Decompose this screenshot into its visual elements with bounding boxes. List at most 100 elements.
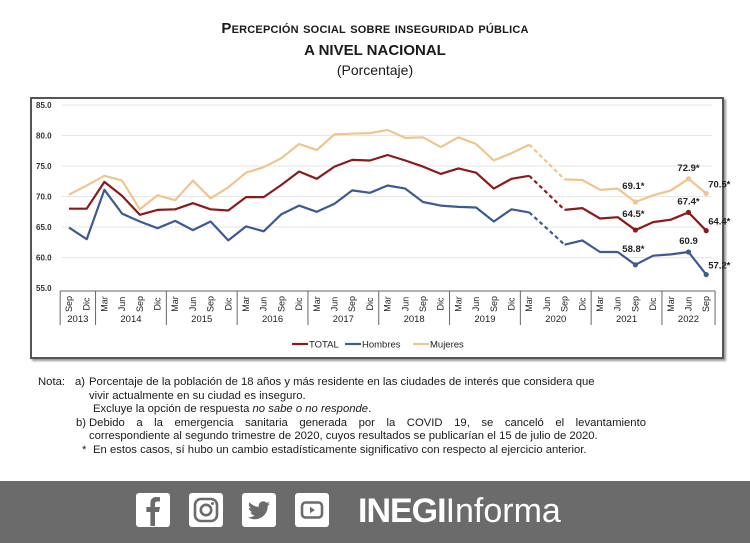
y-tick-label: 70.0 — [36, 193, 52, 202]
x-year-label: 2018 — [404, 314, 425, 325]
x-tick-label: Jun — [117, 297, 127, 312]
data-point-hombres — [685, 249, 692, 255]
x-tick-label: Jun — [542, 297, 552, 312]
x-tick-label: Mar — [666, 296, 676, 312]
x-tick-label: Sep — [206, 296, 216, 312]
note-star-label: * — [82, 443, 87, 456]
x-tick-label: Jun — [613, 297, 623, 312]
x-tick-label: Sep — [489, 296, 499, 312]
x-tick-label: Sep — [64, 296, 74, 312]
x-tick-label: Sep — [418, 296, 428, 312]
x-year-label: 2016 — [262, 314, 283, 325]
footer-bar: INEGIInforma — [0, 481, 750, 543]
y-tick-label: 65.0 — [36, 223, 52, 232]
x-tick-label: Jun — [259, 297, 269, 312]
x-year-label: 2019 — [474, 314, 495, 325]
note-a-line2: vivir actualmente en su ciudad es insegu… — [89, 389, 306, 402]
x-tick-label: Mar — [99, 296, 109, 312]
note-a-line3: Excluye la opción de respuesta no sabe o… — [93, 403, 372, 416]
y-tick-label: 80.0 — [36, 132, 52, 141]
x-year-label: 2022 — [678, 314, 699, 325]
note-b-line2: correspondiente al segundo trimestre de … — [89, 430, 598, 443]
notes: Nota: a) Porcentaje de la población de 1… — [38, 376, 688, 458]
x-tick-label: Jun — [330, 297, 340, 312]
x-tick-label: Sep — [347, 296, 357, 312]
twitter-icon[interactable] — [242, 493, 276, 527]
y-tick-label: 75.0 — [36, 162, 52, 171]
x-tick-label: Mar — [595, 296, 605, 312]
series-gap-total — [528, 174, 566, 211]
x-tick-label: Dic — [648, 297, 658, 310]
data-label: 64.4* — [708, 217, 730, 228]
x-year-label: 2015 — [191, 314, 212, 325]
x-tick-label: Sep — [276, 296, 286, 312]
data-label: 70.5* — [708, 179, 730, 190]
youtube-icon[interactable] — [295, 493, 329, 527]
chart-frame — [30, 97, 724, 359]
legend-label-total: TOTAL — [309, 340, 339, 351]
note-a-line1: Porcentaje de la población de 18 años y … — [89, 376, 595, 388]
data-point-total — [632, 227, 639, 233]
data-point-total — [703, 228, 709, 234]
legend-label-hombres: Hombres — [362, 340, 401, 351]
x-tick-label: Jun — [684, 297, 694, 312]
x-tick-label: Dic — [153, 297, 163, 310]
data-label: 72.9* — [677, 163, 699, 174]
data-label: 69.1* — [622, 181, 644, 192]
x-tick-label: Sep — [630, 296, 640, 312]
x-tick-label: Jun — [188, 297, 198, 312]
legend-label-mujeres: Mujeres — [430, 340, 464, 351]
series-line-hombres — [68, 184, 530, 242]
x-tick-label: Mar — [312, 296, 322, 312]
data-point-hombres — [632, 262, 639, 268]
data-label: 64.5* — [622, 209, 644, 220]
line-chart: 55.0 60.0 65.0 70.0 75.0 80.0 85.0 Sep Dic Mar Ju… — [36, 101, 731, 351]
series-line-mujeres — [68, 128, 530, 211]
x-tick-label: Mar — [170, 296, 180, 312]
instagram-icon[interactable] — [189, 493, 223, 527]
x-tick-label: Dic — [577, 297, 587, 310]
y-tick-label: 55.0 — [36, 284, 52, 293]
series-gap-mujeres — [528, 143, 566, 181]
series-line-total — [69, 153, 530, 216]
note-star-line: En estos casos, sí hubo un cambio estadí… — [93, 443, 587, 456]
x-year-label: 2017 — [333, 314, 354, 325]
inegi-informa-logo: INEGIInforma — [358, 492, 561, 530]
x-tick-label: Mar — [453, 296, 463, 312]
data-label: 60.9 — [679, 236, 698, 247]
notes-prefix: Nota: — [38, 376, 66, 388]
chart-title-line2: A NIVEL NACIONAL — [304, 42, 446, 59]
x-tick-label: Jun — [471, 297, 481, 312]
data-label: 67.4* — [677, 196, 699, 207]
x-tick-label: Sep — [135, 296, 145, 312]
x-year-label: 2020 — [545, 314, 566, 325]
data-point-total — [685, 209, 692, 215]
x-tick-label: Dic — [365, 297, 375, 310]
data-point-mujeres — [685, 176, 692, 182]
x-tick-label: Mar — [524, 296, 534, 312]
x-tick-label: Sep — [701, 296, 711, 312]
x-year-label: 2013 — [67, 314, 88, 325]
x-tick-label: Dic — [223, 297, 233, 310]
x-year-label: 2021 — [616, 314, 637, 325]
x-tick-label: Dic — [507, 297, 517, 310]
data-label: 57.2* — [708, 261, 730, 272]
x-tick-label: Dic — [294, 297, 304, 310]
x-tick-label: Dic — [436, 297, 446, 310]
chart-subtitle: (Porcentaje) — [336, 62, 414, 78]
facebook-icon[interactable] — [136, 493, 170, 527]
series-gap-hombres — [528, 211, 566, 246]
chart-title-line1: Percepción social sobre inseguridad públ… — [221, 20, 529, 37]
y-tick-label: 60.0 — [36, 254, 52, 263]
note-b-line1: Debido a la emergencia sanitaria generad… — [89, 416, 646, 429]
data-point-hombres — [703, 271, 709, 278]
x-tick-label: Mar — [383, 296, 393, 312]
x-tick-label: Mar — [241, 296, 251, 312]
x-tick-label: Jun — [400, 297, 410, 312]
note-b-label: b) — [76, 416, 87, 429]
note-a-label: a) — [75, 376, 86, 388]
x-year-label: 2014 — [120, 314, 141, 325]
x-tick-label: Sep — [560, 296, 570, 312]
data-point-mujeres — [703, 190, 709, 197]
x-tick-label: Dic — [82, 297, 92, 310]
